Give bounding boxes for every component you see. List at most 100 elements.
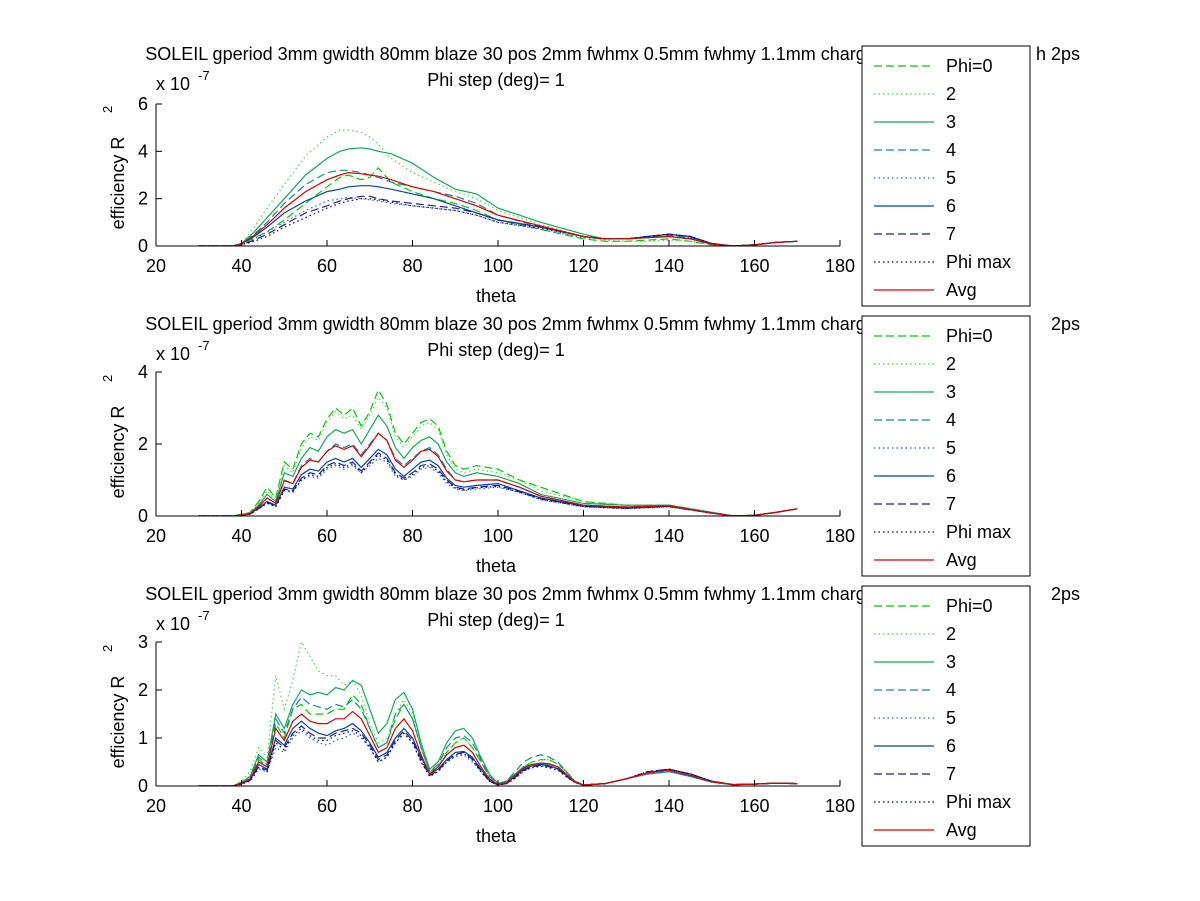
- x-tick-label: 40: [231, 526, 251, 546]
- chart-title-tail: 2ps: [1051, 314, 1080, 334]
- legend-label: 2: [946, 84, 956, 104]
- x-tick-label: 60: [317, 796, 337, 816]
- legend-label: 5: [946, 438, 956, 458]
- legend-label: 4: [946, 680, 956, 700]
- legend-label: Avg: [946, 820, 977, 840]
- series-line-2: [198, 129, 798, 246]
- x-tick-label: 180: [825, 526, 855, 546]
- x-tick-label: 120: [568, 256, 598, 276]
- y-axis-label: efficiency R: [108, 676, 128, 769]
- x-tick-label: 180: [825, 256, 855, 276]
- x-tick-label: 20: [146, 256, 166, 276]
- chart-panel-1: SOLEIL gperiod 3mm gwidth 80mm blaze 30 …: [100, 44, 1080, 307]
- legend-label: Phi=0: [946, 56, 993, 76]
- legend-label: 6: [946, 736, 956, 756]
- x-axis-label: theta: [476, 556, 517, 576]
- series-line-9: [198, 171, 798, 246]
- axis-exponent-power: -7: [198, 338, 210, 353]
- legend-box: [861, 315, 1031, 577]
- legend-label: Phi=0: [946, 596, 993, 616]
- chart-title: SOLEIL gperiod 3mm gwidth 80mm blaze 30 …: [145, 44, 891, 64]
- y-tick-label: 0: [138, 236, 148, 256]
- legend-label: 4: [946, 410, 956, 430]
- axis-exponent: x 10: [156, 614, 190, 634]
- legend-label: Avg: [946, 550, 977, 570]
- x-tick-label: 180: [825, 796, 855, 816]
- legend-label: 4: [946, 140, 956, 160]
- legend-label: 6: [946, 466, 956, 486]
- x-tick-label: 40: [231, 256, 251, 276]
- chart-title-tail: 2ps: [1051, 584, 1080, 604]
- series-line-5: [198, 730, 798, 786]
- legend-box: [861, 585, 1031, 847]
- x-tick-label: 160: [739, 256, 769, 276]
- y-axis-label-superscript: 2: [100, 375, 115, 382]
- y-tick-label: 4: [138, 362, 148, 382]
- axis-exponent-power: -7: [198, 608, 210, 623]
- x-tick-label: 20: [146, 796, 166, 816]
- y-tick-label: 3: [138, 632, 148, 652]
- x-tick-label: 100: [483, 796, 513, 816]
- legend-label: Phi max: [946, 792, 1011, 812]
- x-tick-label: 80: [402, 796, 422, 816]
- chart-panel-2: SOLEIL gperiod 3mm gwidth 80mm blaze 30 …: [100, 314, 1080, 577]
- legend: Phi=0 2 3 4 5 6 7 Phi max Avg: [861, 585, 1031, 847]
- legend-label: 3: [946, 652, 956, 672]
- series-line-3: [198, 414, 798, 516]
- x-tick-label: 80: [402, 526, 422, 546]
- series-group: [198, 129, 798, 246]
- series-line-1: [198, 693, 798, 786]
- y-axis-label: efficiency R: [108, 137, 128, 230]
- axis-exponent: x 10: [156, 74, 190, 94]
- x-tick-label: 100: [483, 526, 513, 546]
- y-axis-label-superscript: 2: [100, 106, 115, 113]
- x-tick-label: 60: [317, 256, 337, 276]
- legend-box: [861, 45, 1031, 307]
- x-tick-label: 20: [146, 526, 166, 546]
- series-line-1: [198, 388, 798, 516]
- legend-label: Phi max: [946, 522, 1011, 542]
- series-line-8: [198, 198, 798, 246]
- x-tick-label: 40: [231, 796, 251, 816]
- legend: Phi=0 2 3 4 5 6 7 Phi max Avg: [861, 45, 1031, 307]
- y-tick-label: 0: [138, 776, 148, 796]
- legend-label: 6: [946, 196, 956, 216]
- legend-label: 7: [946, 224, 956, 244]
- y-tick-label: 2: [138, 680, 148, 700]
- legend-label: 2: [946, 624, 956, 644]
- legend-label: 7: [946, 494, 956, 514]
- x-tick-label: 120: [568, 526, 598, 546]
- series-line-7: [198, 452, 798, 516]
- y-tick-label: 1: [138, 728, 148, 748]
- y-tick-label: 2: [138, 434, 148, 454]
- x-tick-label: 80: [402, 256, 422, 276]
- chart-title: SOLEIL gperiod 3mm gwidth 80mm blaze 30 …: [145, 314, 891, 334]
- y-tick-label: 2: [138, 189, 148, 209]
- axis-exponent: x 10: [156, 344, 190, 364]
- x-tick-label: 120: [568, 796, 598, 816]
- chart-title: SOLEIL gperiod 3mm gwidth 80mm blaze 30 …: [145, 584, 891, 604]
- x-tick-label: 60: [317, 526, 337, 546]
- legend-label: Phi max: [946, 252, 1011, 272]
- series-group: [198, 388, 798, 516]
- x-axis-label: theta: [476, 826, 517, 846]
- series-line-9: [198, 432, 798, 516]
- series-line-9: [198, 710, 798, 786]
- chart-subtitle: Phi step (deg)= 1: [427, 340, 565, 360]
- legend-label: 7: [946, 764, 956, 784]
- chart-title-tail: h 2ps: [1036, 44, 1080, 64]
- y-tick-label: 0: [138, 506, 148, 526]
- x-tick-label: 140: [654, 256, 684, 276]
- y-axis-label: efficiency R: [108, 406, 128, 499]
- legend-label: 2: [946, 354, 956, 374]
- legend-label: 5: [946, 168, 956, 188]
- legend-label: 5: [946, 708, 956, 728]
- legend-label: Avg: [946, 280, 977, 300]
- legend-label: 3: [946, 382, 956, 402]
- x-tick-label: 160: [739, 526, 769, 546]
- legend: Phi=0 2 3 4 5 6 7 Phi max Avg: [861, 315, 1031, 577]
- series-line-5: [198, 196, 798, 246]
- legend-label: 3: [946, 112, 956, 132]
- y-tick-label: 6: [138, 94, 148, 114]
